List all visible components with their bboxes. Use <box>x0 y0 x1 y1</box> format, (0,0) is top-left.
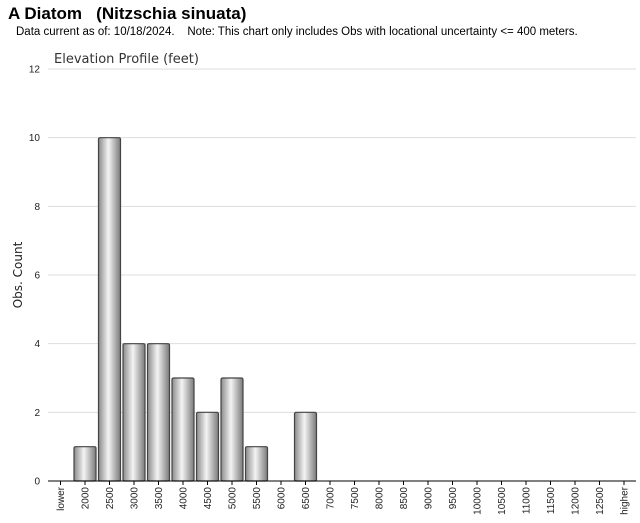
x-tick-label: 3500 <box>154 487 165 510</box>
bar-4000 <box>171 377 195 482</box>
x-tick-label: 6000 <box>277 487 288 510</box>
x-tick-label: 11000 <box>522 487 533 515</box>
x-tick-label: 11500 <box>546 487 557 515</box>
y-tick-label: 6 <box>34 271 40 282</box>
x-tick-label: lower <box>56 486 67 511</box>
y-tick-label: 12 <box>29 65 41 76</box>
x-tick-label: 6500 <box>301 487 312 510</box>
x-tick-label: 8000 <box>375 487 386 510</box>
x-tick-label: 4000 <box>179 487 190 510</box>
x-tick-label: higher <box>620 486 631 514</box>
bar-2500 <box>97 137 122 482</box>
x-tick-label: 12500 <box>595 487 606 515</box>
x-tick-label: 2500 <box>105 487 116 510</box>
x-tick-label: 3000 <box>130 487 141 510</box>
x-tick-label: 9000 <box>424 487 435 510</box>
x-tick-label: 4500 <box>203 487 214 510</box>
x-tick-label: 5500 <box>252 487 263 510</box>
bar-2000 <box>73 446 97 482</box>
y-tick-label: 10 <box>29 133 41 144</box>
x-tick-label: 9500 <box>448 487 459 510</box>
y-tick-label: 4 <box>34 339 40 350</box>
x-tick-label: 7000 <box>326 487 337 510</box>
x-tick-label: 10500 <box>497 487 508 515</box>
y-tick-label: 0 <box>34 477 40 488</box>
y-tick-label: 8 <box>34 202 40 213</box>
bar-6500 <box>293 411 318 482</box>
chart-header-title: A Diatom (Nitzschia sinuata) <box>8 4 247 23</box>
bar-4500 <box>195 411 220 482</box>
x-tick-label: 5000 <box>228 487 239 510</box>
bar-3000 <box>122 343 146 482</box>
y-axis-title: Obs. Count <box>11 241 25 308</box>
bar-5000 <box>220 377 244 482</box>
x-tick-label: 8500 <box>399 487 410 510</box>
chart-title: Elevation Profile (feet) <box>54 52 199 67</box>
x-tick-label: 12000 <box>571 487 582 515</box>
data-note: Data current as of: 10/18/2024. Note: Th… <box>16 26 578 38</box>
y-tick-label: 2 <box>34 408 40 419</box>
bar-5500 <box>244 446 269 482</box>
x-tick-label: 10000 <box>473 487 484 515</box>
x-tick-label: 2000 <box>81 487 92 510</box>
x-tick-label: 7500 <box>350 487 361 510</box>
bar-3500 <box>146 343 171 482</box>
